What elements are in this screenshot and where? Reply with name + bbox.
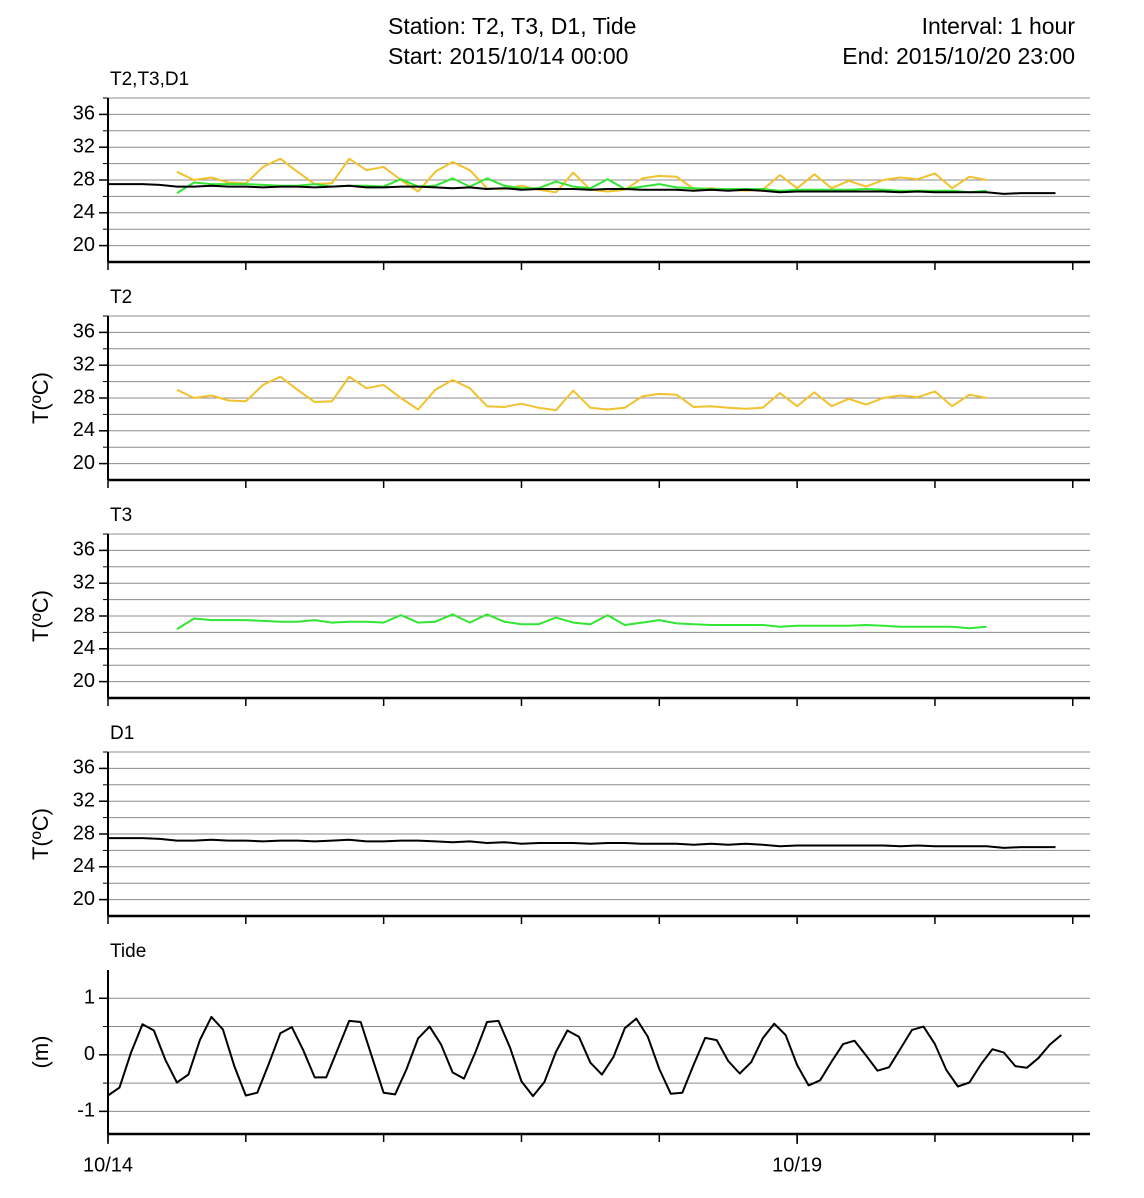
y-tick-label: 20 (73, 234, 95, 256)
data-line (107, 1015, 1062, 1098)
station: Station: T2, T3, D1, Tide (388, 13, 636, 39)
y-tick-label: 24 (73, 637, 95, 659)
panel-title: D1 (110, 723, 134, 744)
y-axis-label: T(ºC) (28, 808, 53, 860)
y-tick-label: 20 (73, 670, 95, 692)
y-tick-label: 36 (73, 321, 95, 343)
y-axis-label: T(ºC) (28, 372, 53, 424)
panel-title: T2 (110, 287, 132, 308)
data-line (108, 837, 1056, 849)
y-tick-label: 28 (73, 604, 95, 626)
y-tick-label: 20 (73, 888, 95, 910)
y-tick-label: 32 (73, 789, 95, 811)
y-tick-label: 32 (73, 571, 95, 593)
y-tick-label: 0 (84, 1043, 95, 1065)
y-tick-label: 28 (73, 822, 95, 844)
y-tick-label: 28 (73, 168, 95, 190)
panel-title: T2,T3,D1 (110, 69, 189, 90)
interval: Interval: 1 hour (922, 13, 1076, 39)
y-tick-label: 36 (73, 757, 95, 779)
y-tick-label: 28 (73, 386, 95, 408)
y-tick-label: 24 (73, 201, 95, 223)
y-axis-label: T(ºC) (28, 590, 53, 642)
start: Start: 2015/10/14 00:00 (388, 43, 628, 69)
y-tick-label: 32 (73, 135, 95, 157)
y-tick-label: -1 (77, 1100, 95, 1122)
y-tick-label: 32 (73, 353, 95, 375)
x-tick-label: 10/19 (772, 1154, 822, 1176)
y-tick-label: 1 (84, 987, 95, 1009)
data-line (108, 183, 1056, 195)
end: End: 2015/10/20 23:00 (842, 43, 1075, 69)
panel-title: Tide (110, 941, 146, 962)
data-line (176, 375, 987, 412)
data-line (176, 177, 987, 194)
y-tick-label: 36 (73, 103, 95, 125)
data-line (176, 157, 987, 194)
x-tick-label: 10/14 (83, 1154, 133, 1176)
y-tick-label: 20 (73, 452, 95, 474)
y-tick-label: 24 (73, 855, 95, 877)
panel-title: T3 (110, 505, 132, 526)
data-line (176, 613, 987, 630)
y-tick-label: 36 (73, 539, 95, 561)
y-tick-label: 24 (73, 419, 95, 441)
y-axis-label: (m) (28, 1036, 53, 1069)
